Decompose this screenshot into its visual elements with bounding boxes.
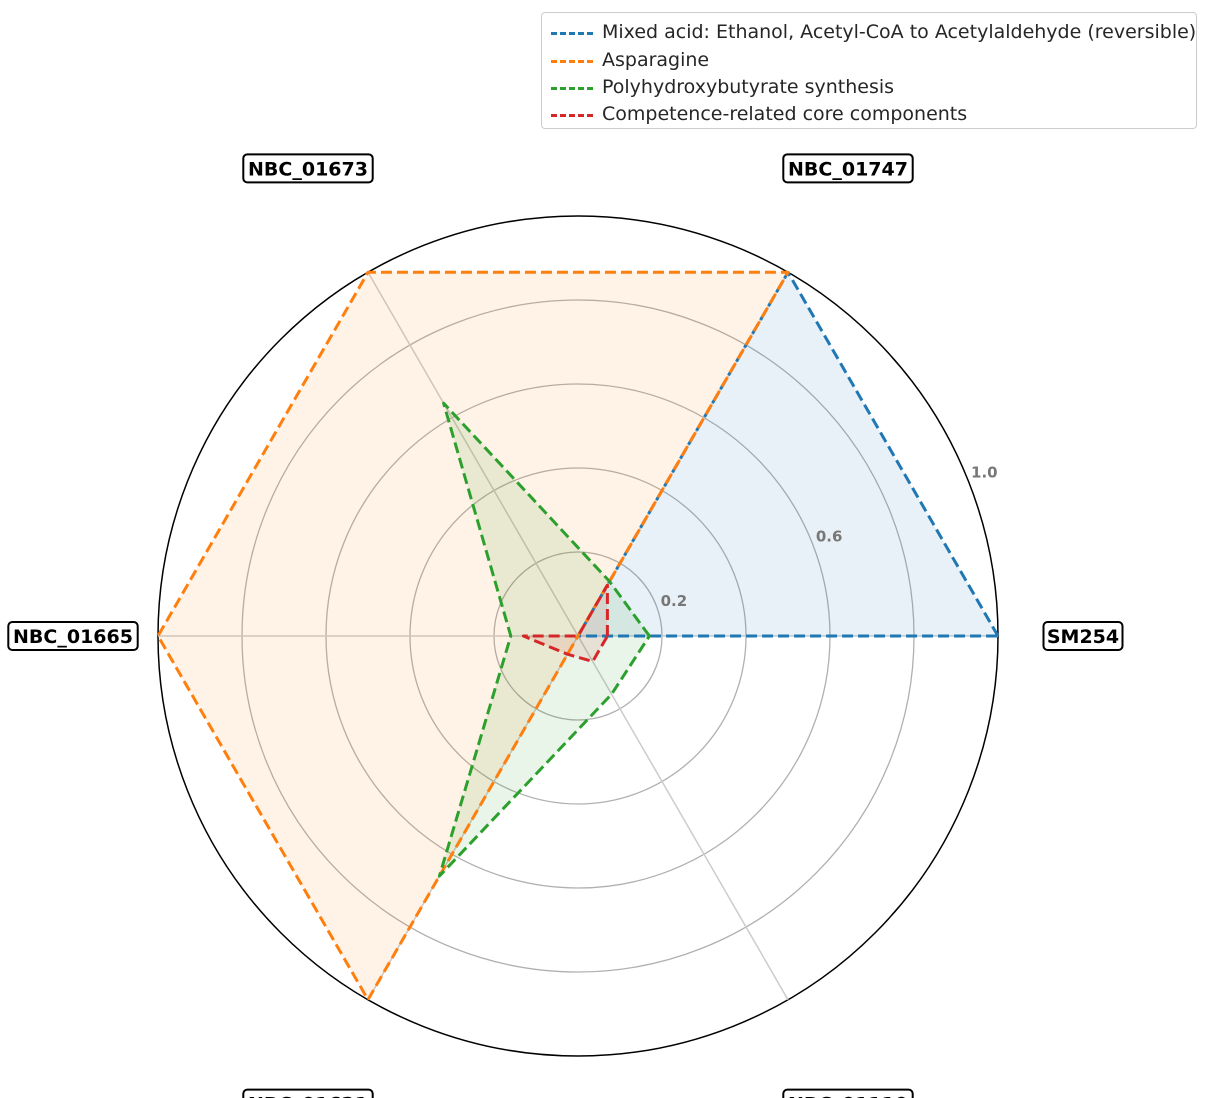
legend-swatch <box>551 60 593 63</box>
axis-label-box <box>782 153 914 184</box>
legend-swatch <box>551 87 593 90</box>
legend-label: Competence-related core components <box>602 103 968 125</box>
grid-spoke <box>577 635 789 1001</box>
axis-label: NBC_01665 <box>7 621 139 651</box>
axis-label-box <box>7 621 139 651</box>
legend-item: Polyhydroxybutyrate synthesis <box>542 74 1196 102</box>
axis-label-box <box>242 1088 374 1098</box>
legend-item: Competence-related core components <box>542 101 1196 129</box>
series-fill <box>578 272 998 636</box>
legend-item: Asparagine <box>542 47 1196 75</box>
series-line <box>156 270 790 1002</box>
legend-label: Polyhydroxybutyrate synthesis <box>602 76 895 98</box>
axis-label-box <box>242 153 374 184</box>
series-fill <box>523 585 608 662</box>
axis-label: NBC_01110 <box>782 1088 914 1098</box>
axis-label-box <box>1042 621 1124 651</box>
axis-label-text: NBC_01665 <box>13 626 133 648</box>
axis-label-text: NBC_01747 <box>788 158 908 180</box>
series-line <box>437 401 651 878</box>
legend: Mixed acid: Ethanol, Acetyl-CoA to Acety… <box>541 12 1197 129</box>
legend-swatch <box>551 32 593 35</box>
legend-swatch <box>551 114 593 117</box>
series-line <box>521 583 609 663</box>
series-fills <box>158 272 998 1000</box>
axis-label-text: NBC_01110 <box>788 1094 908 1098</box>
legend-item: Mixed acid: Ethanol, Acetyl-CoA to Acety… <box>542 19 1196 47</box>
axis-label: NBC_01747 <box>782 153 914 184</box>
legend-label: Asparagine <box>602 49 710 71</box>
axis-labels: SM254 NBC_01747 NBC_01673 NBC_01665 NBC_0162… <box>7 153 1124 1098</box>
grid-spoke <box>367 271 579 637</box>
radial-tick-label: 1.0 <box>971 463 998 481</box>
axis-label-text: SM254 <box>1047 626 1119 648</box>
axis-label: NBC_01673 <box>242 153 374 184</box>
axis-label-text: NBC_01673 <box>248 158 368 180</box>
series-fill <box>439 403 650 877</box>
radial-tick-label: 0.6 <box>816 528 843 546</box>
radial-tick-labels: 0.2 0.6 1.0 <box>661 463 998 610</box>
axis-label-box <box>782 1088 914 1098</box>
axis-label: SM254 <box>1042 621 1124 651</box>
radial-tick-label: 0.2 <box>661 592 688 610</box>
axis-label-text: NBC_01621 <box>248 1094 368 1098</box>
series-lines <box>156 270 1000 1002</box>
axis-label: NBC_01621 <box>242 1088 374 1098</box>
series-fill <box>158 272 788 1000</box>
legend-label: Mixed acid: Ethanol, Acetyl-CoA to Acety… <box>602 21 1197 43</box>
